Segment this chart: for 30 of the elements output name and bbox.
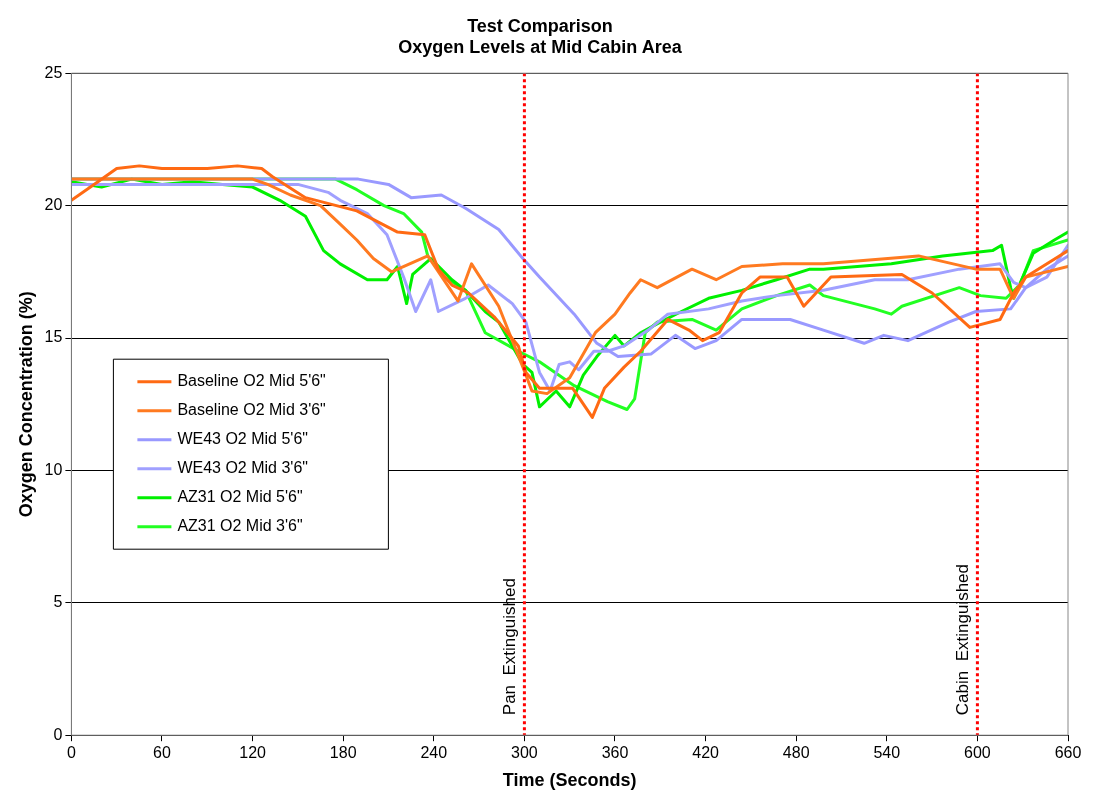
- legend-label: Baseline O2 Mid 5'6": [177, 372, 326, 390]
- y-tick-label: 10: [44, 460, 63, 478]
- y-tick-label: 20: [44, 196, 63, 214]
- x-tick-label: 60: [153, 744, 171, 762]
- legend-label: WE43 O2 Mid 5'6": [177, 430, 308, 448]
- x-tick-label: 300: [511, 744, 538, 762]
- y-tick-label: 0: [53, 725, 63, 743]
- y-tick-label: 5: [53, 593, 63, 611]
- text: Test Comparison: [467, 15, 613, 36]
- x-tick-label: 540: [873, 744, 901, 762]
- x-tick-label: 0: [66, 744, 76, 762]
- x-tick-label: 360: [601, 744, 629, 762]
- y-axis-title: Oxygen Concentration (%): [15, 291, 36, 518]
- y-tick-label: 15: [44, 328, 63, 346]
- x-tick-label: 600: [964, 744, 991, 762]
- x-tick-label: 240: [420, 744, 448, 762]
- legend-label: AZ31 O2 Mid 3'6": [177, 517, 303, 535]
- text: Oxygen Levels at Mid Cabin Area: [398, 37, 682, 58]
- x-tick-label: 180: [329, 744, 357, 762]
- x-tick-label: 480: [782, 744, 810, 762]
- legend-label: Baseline O2 Mid 3'6": [177, 401, 326, 419]
- ref-line-label: Cabin Extinguished: [953, 563, 973, 716]
- x-axis-title: Time (Seconds): [502, 770, 637, 791]
- x-tick-label: 420: [692, 744, 720, 762]
- legend-label: AZ31 O2 Mid 5'6": [177, 488, 303, 506]
- x-tick-label: 120: [239, 744, 267, 762]
- y-tick-label: 25: [44, 63, 63, 81]
- ref-line-label: Pan Extinguished: [500, 578, 520, 716]
- legend-label: WE43 O2 Mid 3'6": [177, 459, 308, 477]
- x-tick-label: 660: [1054, 744, 1082, 762]
